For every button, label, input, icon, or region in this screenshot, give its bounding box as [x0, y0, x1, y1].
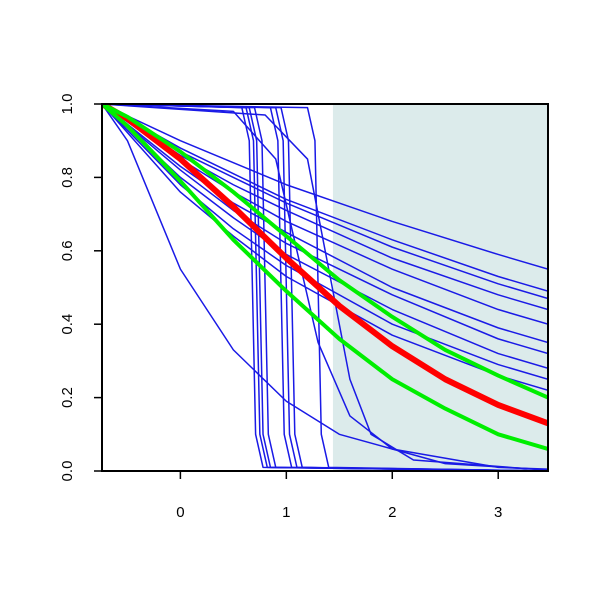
x-tick-label: 2: [388, 504, 396, 521]
y-tick-label: 0.8: [59, 167, 76, 188]
x-tick-label: 0: [176, 504, 184, 521]
series-line: [102, 104, 548, 400]
y-tick-label: 1.0: [59, 94, 76, 115]
y-tick-label: 0.6: [59, 240, 76, 261]
series-line: [102, 104, 548, 471]
series-line: [102, 104, 548, 355]
x-tick-label: 1: [282, 504, 290, 521]
y-tick-label: 0.2: [59, 387, 76, 408]
series-line: [102, 104, 548, 270]
x-tick-label: 3: [494, 504, 502, 521]
y-tick-label: 0.4: [59, 314, 76, 335]
series-line: [102, 104, 548, 470]
series-line: [102, 104, 548, 344]
plot-frame: [101, 103, 549, 472]
plot-area: [102, 104, 548, 471]
series-line: [102, 104, 548, 451]
series-line: [102, 104, 548, 471]
series-line: [102, 104, 548, 292]
y-tick-label: 0.0: [59, 461, 76, 482]
series-line: [102, 104, 548, 427]
